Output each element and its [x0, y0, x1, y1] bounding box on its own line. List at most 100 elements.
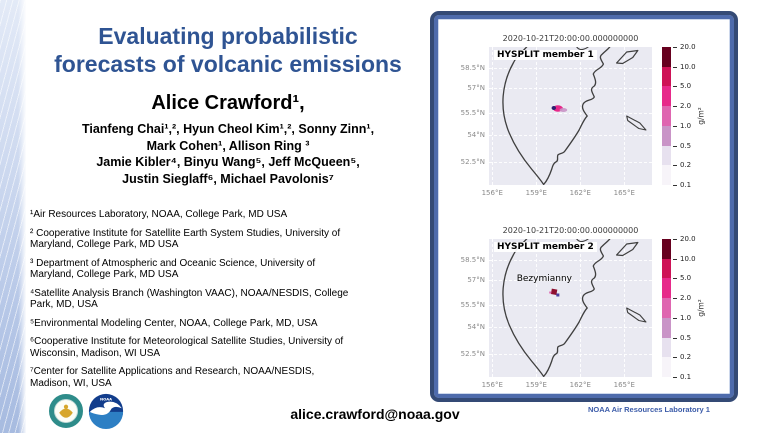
figure-panel: 2020-10-21T20:00:00.000000000	[430, 11, 738, 402]
colorbar-tick-label: 2.0	[680, 102, 692, 110]
x-tick-label: 162°E	[569, 381, 591, 389]
colorbar-unit-label: g/m²	[696, 299, 706, 317]
colorbar-segment	[662, 357, 671, 378]
colorbar-tick-label: 10.0	[680, 63, 696, 71]
colorbar	[662, 239, 671, 378]
colorbar-tick-label: 1.0	[680, 314, 692, 322]
colorbar-segment	[662, 337, 671, 358]
y-tick-label: 54°N	[467, 323, 485, 331]
gridline	[492, 47, 494, 185]
gridline	[536, 239, 538, 377]
title-line-2: forecasts of volcanic emissions	[54, 51, 402, 77]
colorbar-tickmark	[673, 239, 677, 240]
x-tick-label: 156°E	[481, 381, 503, 389]
colorbar	[662, 47, 671, 186]
colorbar-tickmark	[673, 338, 677, 339]
y-tick-label: 54°N	[467, 131, 485, 139]
title-line-1: Evaluating probabilistic	[98, 23, 358, 49]
decorative-left-border	[0, 0, 26, 433]
colorbar-tickmark	[673, 47, 677, 48]
colorbar-tick-label: 20.0	[680, 43, 696, 51]
colorbar-tick-label: 0.1	[680, 373, 692, 381]
colorbar-unit-label: g/m²	[696, 107, 706, 125]
x-tick-label: 162°E	[569, 189, 591, 197]
gridline	[492, 239, 494, 377]
affiliation-item: ⁵Environmental Modeling Center, NOAA, Co…	[30, 317, 318, 329]
noaa-logo-icon: NOAA	[88, 393, 124, 429]
colorbar-segment	[662, 278, 671, 299]
ash-plume-marker	[549, 288, 560, 297]
gridline	[489, 113, 652, 114]
colorbar-tickmark	[673, 106, 677, 107]
noaa-logo-text: NOAA	[100, 398, 112, 402]
author-line: Mark Cohen¹, Allison Ring ³	[146, 138, 310, 153]
y-tick-label: 55.5°N	[460, 301, 485, 309]
x-tick-label: 159°E	[525, 381, 547, 389]
gridline	[489, 260, 652, 261]
gridline	[624, 47, 626, 185]
colorbar-segment	[662, 106, 671, 126]
colorbar-tickmark	[673, 278, 677, 279]
colorbar-segment	[662, 239, 671, 259]
affiliation-item: ² Cooperative Institute for Satellite Ea…	[30, 227, 341, 251]
author-line: Justin Sieglaff⁶, Michael Pavolonis⁷	[122, 171, 334, 186]
gridline	[489, 135, 652, 136]
affiliation-item: ⁴Satellite Analysis Branch (Washington V…	[30, 287, 349, 311]
y-tick-label: 58.5°N	[460, 64, 485, 72]
footer-credit: NOAA Air Resources Laboratory 1	[588, 405, 710, 414]
timestamp-title: 2020-10-21T20:00:00.000000000	[502, 226, 639, 235]
gridline	[489, 88, 652, 89]
kamchatka-coastline-map	[502, 239, 647, 377]
colorbar-tickmark	[673, 146, 677, 147]
lead-author: Alice Crawford¹,	[151, 92, 305, 114]
gridline	[489, 162, 652, 163]
ensemble-member-label: HYSPLIT member 2	[494, 242, 597, 252]
map-figure-1: 2020-10-21T20:00:00.000000000	[438, 23, 730, 209]
kamchatka-coastline-map	[502, 47, 647, 185]
affiliation-item: ¹Air Resources Laboratory, NOAA, College…	[30, 209, 288, 220]
contact-email: alice.crawford@noaa.gov	[290, 406, 460, 422]
gridline	[580, 239, 582, 377]
y-tick-label: 58.5°N	[460, 256, 485, 264]
x-tick-label: 165°E	[613, 189, 635, 197]
colorbar-segment	[662, 258, 671, 279]
gridline	[489, 354, 652, 355]
colorbar-tickmark	[673, 126, 677, 127]
ensemble-member-label: HYSPLIT member 1	[494, 50, 597, 60]
y-tick-label: 52.5°N	[460, 158, 485, 166]
y-tick-label: 57°N	[467, 276, 485, 284]
gridline	[489, 305, 652, 306]
ash-plume-marker	[551, 105, 568, 112]
colorbar-tickmark	[673, 165, 677, 166]
colorbar-tickmark	[673, 67, 677, 68]
colorbar-segment	[662, 145, 671, 166]
gridline	[489, 68, 652, 69]
gridline	[489, 280, 652, 281]
colorbar-tick-label: 0.5	[680, 334, 692, 342]
colorbar-tickmark	[673, 259, 677, 260]
colorbar-segment	[662, 86, 671, 107]
map-plot: HYSPLIT member 2 Bezymianny 58.5°N 57°N …	[461, 239, 652, 389]
colorbar-tickmark	[673, 377, 677, 378]
colorbar-tickmark	[673, 357, 677, 358]
author-line: Tianfeng Chai¹,², Hyun Cheol Kim¹,², Son…	[81, 122, 375, 136]
y-tick-label: 57°N	[467, 84, 485, 92]
affiliation-item: ⁷Center for Satellite Applications and R…	[30, 366, 315, 389]
colorbar-tickmark	[673, 318, 677, 319]
colorbar-segment	[662, 47, 671, 67]
colorbar-tick-label: 1.0	[680, 122, 692, 130]
author-list: Tianfeng Chai¹,², Hyun Cheol Kim¹,², Son…	[26, 121, 430, 187]
x-tick-label: 156°E	[481, 189, 503, 197]
map-plot: HYSPLIT member 1 58.5°N 57°N 55.5°N 54°N…	[461, 47, 652, 197]
volcano-annotation: Bezymianny	[516, 273, 572, 284]
colorbar-segment	[662, 317, 671, 338]
logo-group: NOAA	[49, 393, 124, 429]
colorbar-tick-label: 0.2	[680, 161, 692, 169]
page-title: Evaluating probabilistic forecasts of vo…	[26, 22, 430, 78]
timestamp-title: 2020-10-21T20:00:00.000000000	[502, 34, 639, 43]
x-tick-label: 159°E	[525, 189, 547, 197]
colorbar-tickmark	[673, 298, 677, 299]
map-figure-2: 2020-10-21T20:00:00.000000000	[438, 215, 730, 401]
colorbar-tick-label: 5.0	[680, 274, 692, 282]
